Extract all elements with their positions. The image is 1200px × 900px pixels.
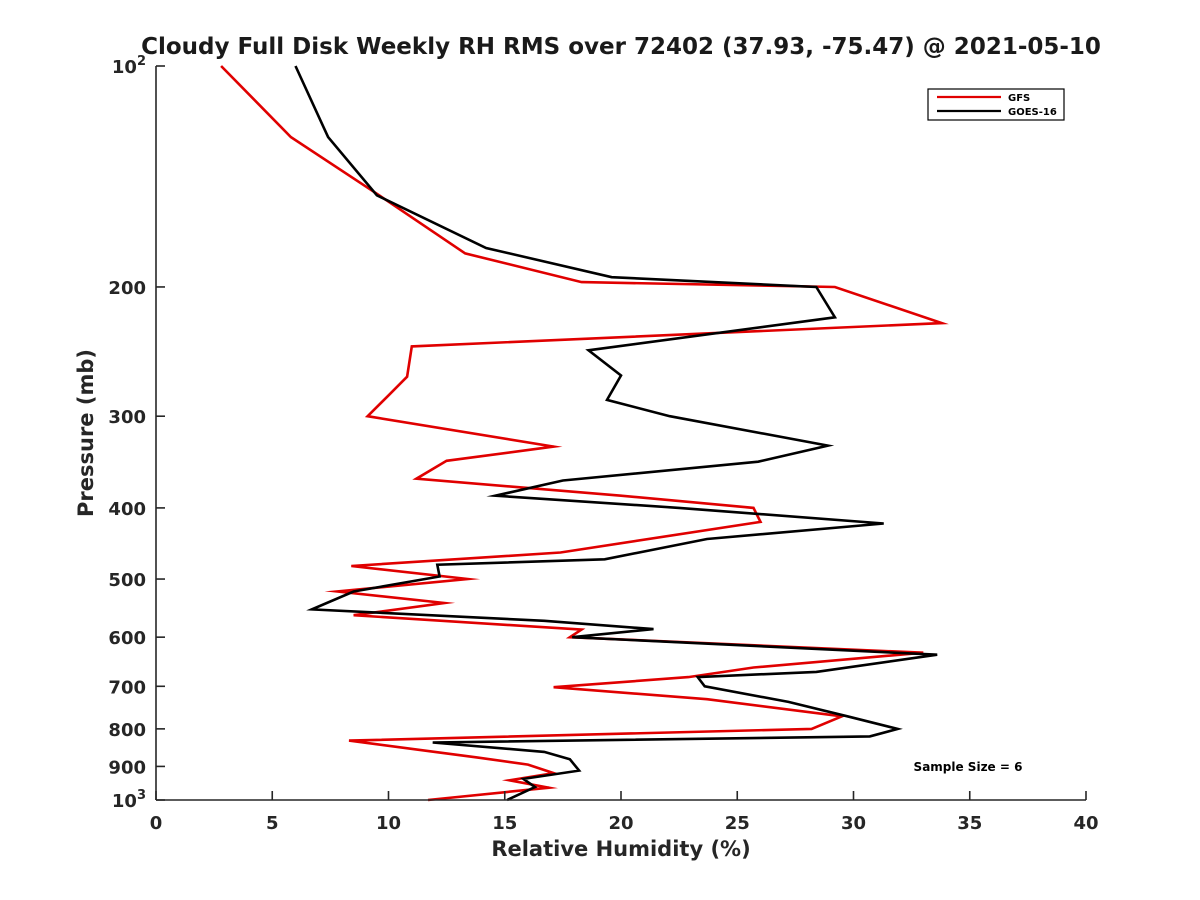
- sample-size-annotation: Sample Size = 6: [914, 760, 1023, 774]
- x-tick-label: 5: [266, 813, 279, 834]
- y-tick-label: 200: [108, 278, 146, 299]
- x-tick-label: 10: [376, 813, 401, 834]
- legend-label-gfs: GFS: [1008, 93, 1030, 104]
- x-tick-label: 0: [150, 813, 163, 834]
- y-tick-label: 900: [108, 757, 146, 778]
- y-tick-label: 500: [108, 570, 146, 591]
- y-tick-label: 600: [108, 628, 146, 649]
- y-tick-base: 10: [112, 57, 137, 78]
- y-tick-label: 103: [112, 788, 146, 812]
- series-layer: [220, 65, 949, 802]
- series-line-gfs: [220, 65, 949, 802]
- chart-title: Cloudy Full Disk Weekly RH RMS over 7240…: [141, 34, 1101, 60]
- y-tick-label: 300: [108, 407, 146, 428]
- y-tick-exponent: 2: [137, 54, 146, 69]
- plot-area: [156, 66, 1086, 800]
- y-tick-exponent: 3: [137, 788, 146, 803]
- x-tick-label: 25: [725, 813, 750, 834]
- x-tick-label: 35: [957, 813, 982, 834]
- series-line-goes16: [294, 65, 938, 802]
- x-tick-label: 30: [841, 813, 866, 834]
- y-tick-label: 400: [108, 499, 146, 520]
- y-tick-label: 102: [112, 54, 146, 78]
- x-axis-ticks: 0 5 10 15 20 25 30 35 40: [150, 791, 1099, 834]
- x-tick-label: 20: [608, 813, 633, 834]
- legend-label-goes16: GOES-16: [1008, 107, 1057, 118]
- legend-box: [927, 88, 1065, 121]
- x-tick-label: 40: [1073, 813, 1098, 834]
- x-tick-label: 15: [492, 813, 517, 834]
- y-tick-label: 800: [108, 720, 146, 741]
- y-tick-label: 700: [108, 677, 146, 698]
- legend: GFS GOES-16: [927, 88, 1065, 121]
- x-axis-label: Relative Humidity (%): [491, 837, 750, 861]
- y-tick-base: 10: [112, 791, 137, 812]
- y-axis-label: Pressure (mb): [74, 349, 98, 517]
